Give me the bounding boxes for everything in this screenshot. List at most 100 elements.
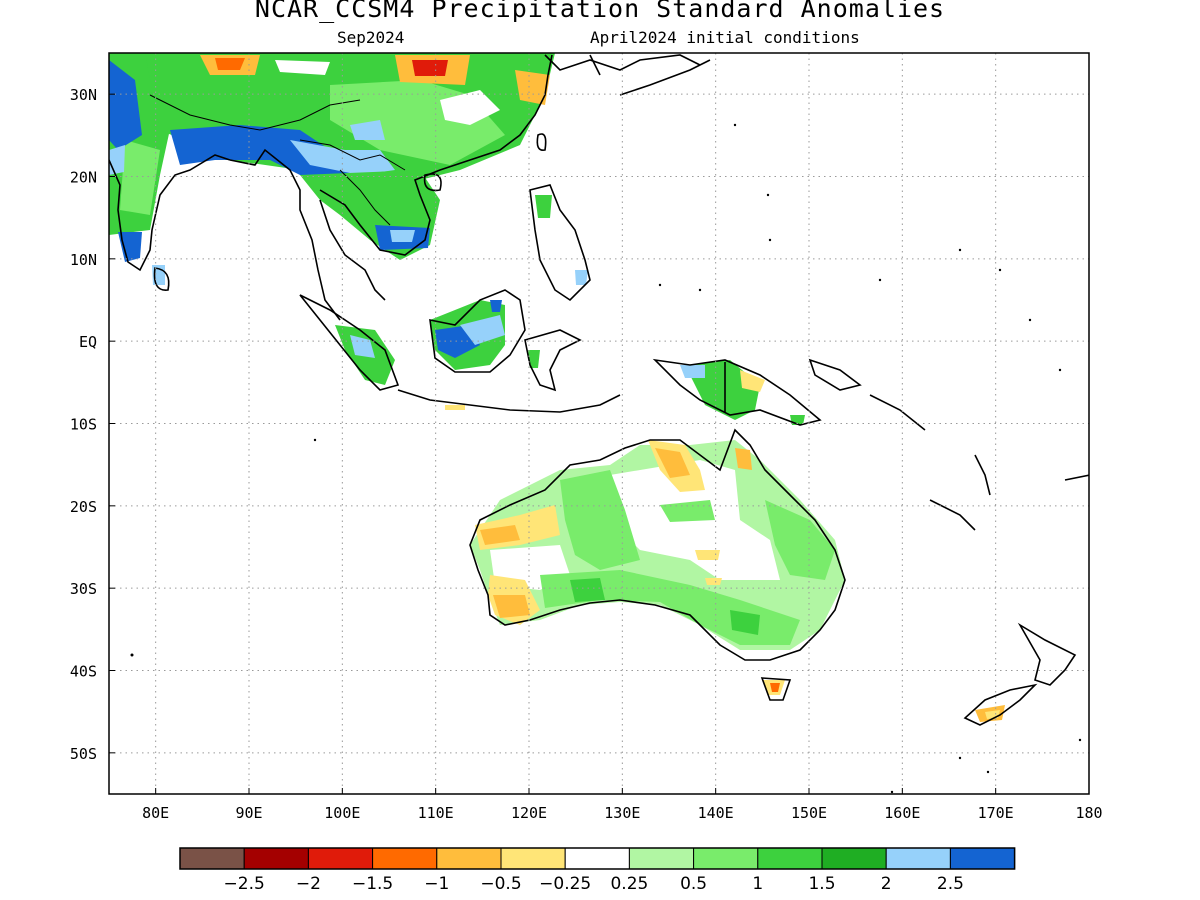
shade-aus-strong2	[730, 610, 760, 635]
y-tick-label: 10N	[70, 251, 97, 269]
colorbar-label: −2	[296, 874, 321, 894]
shade-philippines-s	[575, 270, 588, 285]
island	[958, 756, 962, 760]
y-tick-label: 50S	[70, 745, 97, 763]
coast-borneo	[429, 289, 526, 373]
colorbar-swatch	[436, 847, 502, 870]
shade-tibet-white	[275, 60, 330, 75]
colorbar-label: 2	[881, 874, 892, 894]
shade-aus-dry-cape2	[655, 448, 690, 478]
coast-korea	[589, 54, 601, 76]
colorbar-swatch	[885, 847, 951, 870]
island	[698, 288, 702, 292]
shade-aus-dry-c	[695, 550, 720, 560]
shade-india-blue	[109, 60, 142, 150]
coast-bismarck	[808, 358, 862, 391]
border-mekong	[339, 169, 391, 226]
island	[998, 268, 1002, 272]
shade-tibet-dry2	[215, 58, 245, 70]
shade-aus-dry-nw2	[480, 525, 520, 545]
island	[890, 790, 894, 794]
colorbar-label: −1	[424, 874, 449, 894]
coast-tasmania	[760, 677, 792, 701]
coast-philippines	[529, 184, 591, 302]
coast-taiwan	[536, 133, 547, 152]
shade-aus-midgreen1	[560, 470, 640, 570]
shade-band-blue	[170, 125, 360, 180]
shade-aus-strong	[570, 578, 605, 602]
shade-aus-dry-sw2	[493, 595, 530, 618]
map-frame	[108, 52, 1090, 795]
shade-aus-dry-c2	[705, 578, 722, 585]
colorbar-swatch	[243, 847, 309, 870]
x-tick-label: 120E	[511, 804, 547, 822]
y-tick-label: 30N	[70, 86, 97, 104]
chart-title: NCAR_CCSM4 Precipitation Standard Anomal…	[254, 0, 946, 23]
island	[766, 193, 770, 197]
coast-sulawesi	[524, 329, 582, 392]
coast-nz-north	[1017, 622, 1077, 686]
coast-fiji	[1064, 474, 1089, 481]
shade-aus-midgreen4	[660, 500, 715, 522]
colorbar-swatch	[500, 847, 566, 870]
coast-vanuatu	[974, 454, 991, 496]
shade-china-white	[440, 90, 500, 125]
border-china-sea	[299, 139, 406, 171]
x-tick-label: 80E	[142, 804, 169, 822]
colorbar-swatch	[179, 847, 245, 870]
map-gridlines	[109, 53, 1089, 794]
shade-aus-midgreen3	[765, 500, 835, 580]
coast-indochina	[319, 54, 553, 256]
shade-philippines	[535, 195, 552, 218]
colorbar-frame	[179, 847, 1016, 870]
x-tick-label: 100E	[324, 804, 360, 822]
island	[958, 248, 962, 252]
x-tick-label: 160E	[884, 804, 920, 822]
initial-conditions: April2024 initial conditions	[590, 28, 860, 47]
x-tick-label: 90E	[235, 804, 262, 822]
colorbar-swatch	[949, 847, 1016, 870]
colorbar-label: 1.5	[808, 874, 835, 894]
colorbar-label: 1	[752, 874, 763, 894]
island	[768, 238, 772, 242]
coast-sumatra	[299, 294, 400, 391]
shade-sulawesi	[528, 350, 540, 368]
colorbar-swatch	[693, 847, 759, 870]
coast-australia	[469, 428, 846, 661]
coast-nz-south	[963, 683, 1038, 726]
x-tick-label: 130E	[604, 804, 640, 822]
shade-aus-dry-ne	[735, 448, 752, 470]
island	[733, 123, 737, 127]
coast-japan	[619, 59, 711, 96]
shade-borneo-lb	[460, 315, 505, 345]
colorbar-swatch	[821, 847, 887, 870]
coast-newguinea	[652, 358, 822, 426]
colorbar-swatch	[307, 847, 374, 870]
island	[1058, 368, 1062, 372]
coastlines	[109, 54, 1089, 726]
colorbar-label: 0.25	[610, 874, 648, 894]
y-tick-label: 10S	[70, 416, 97, 434]
coast-srilanka	[153, 267, 170, 291]
island	[130, 653, 134, 657]
coast-malay	[319, 199, 386, 301]
island	[878, 278, 882, 282]
colorbar-swatch	[564, 847, 630, 870]
shade-china-dry-core	[412, 60, 448, 76]
shade-tasmania2	[770, 683, 780, 692]
coast-bay-bengal	[229, 148, 341, 321]
coast-solomons	[869, 394, 926, 431]
borders	[149, 94, 406, 226]
coast-java	[397, 389, 621, 413]
x-tick-label: 150E	[791, 804, 827, 822]
small-islands	[130, 123, 1082, 794]
x-tick-label: 140E	[698, 804, 734, 822]
shade-borneo-n	[490, 300, 502, 312]
colorbar-label: −0.5	[480, 874, 521, 894]
anomaly-shading	[109, 53, 1005, 722]
shade-newguinea-lb	[680, 365, 705, 378]
shade-newguinea-dry	[740, 370, 765, 392]
y-tick-label: 30S	[70, 580, 97, 598]
island	[313, 438, 317, 442]
